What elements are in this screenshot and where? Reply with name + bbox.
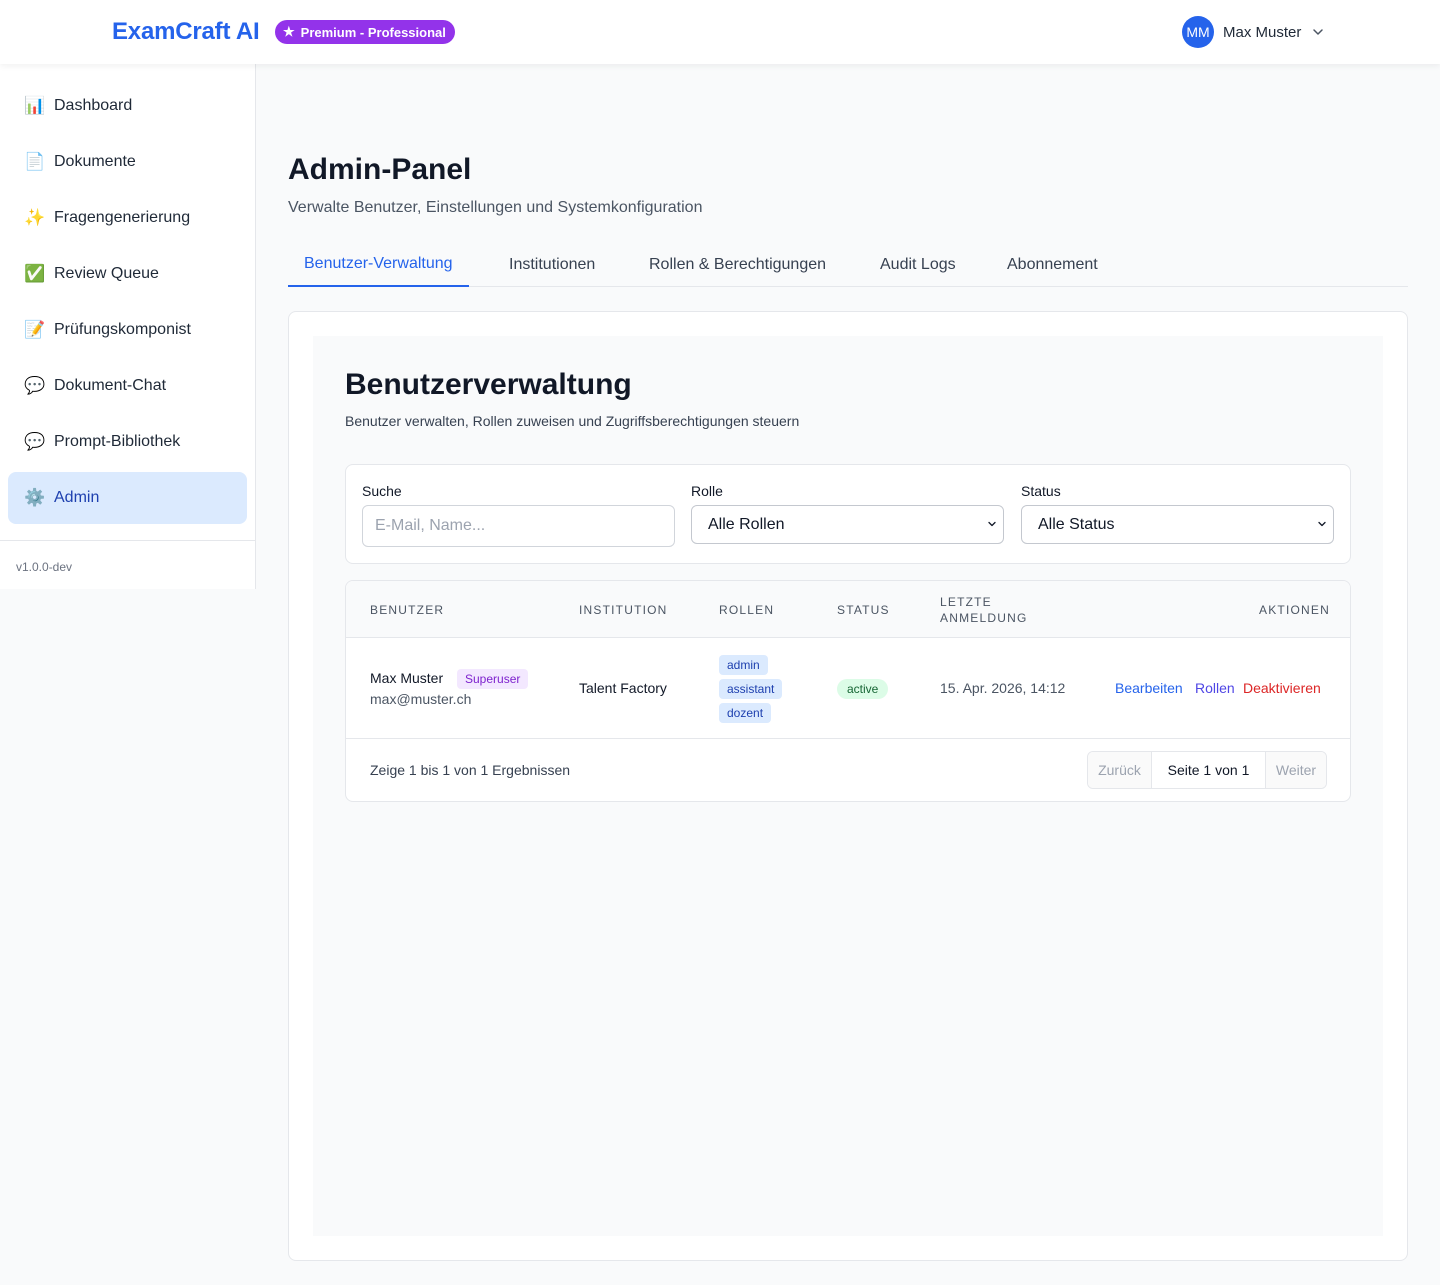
chevron-down-icon [988, 521, 996, 527]
sidebar-item-prompt-bibliothek[interactable]: 💬 Prompt-Bibliothek [8, 416, 247, 468]
sidebar-item-label: Prompt-Bibliothek [54, 433, 181, 450]
sidebar-item-label: Admin [54, 489, 100, 506]
sidebar-item-label: Dokumente [54, 153, 136, 170]
sidebar-item-dashboard[interactable]: 📊 Dashboard [8, 80, 247, 132]
plan-badge: ★ Premium - Professional [275, 20, 455, 44]
pagination-next-button[interactable]: Weiter [1266, 752, 1326, 788]
speech-bubble-icon: 💬 [24, 376, 46, 395]
sidebar-item-label: Prüfungskomponist [54, 321, 191, 338]
check-mark-icon: ✅ [24, 264, 46, 283]
column-header-status: Status [837, 603, 890, 617]
column-header-last-login-line2: Anmeldung [940, 611, 1028, 625]
pagination-current-page: Seite 1 von 1 [1151, 752, 1266, 788]
table-header: Benutzer Institution Rollen Status Letzt… [346, 581, 1350, 638]
sidebar-item-label: Review Queue [54, 265, 159, 282]
gear-icon: ⚙️ [24, 488, 46, 507]
role-filter-select[interactable]: Alle Rollen [691, 505, 1004, 544]
column-header-last-login: Letzte Anmeldung [940, 594, 1027, 626]
users-table: Benutzer Institution Rollen Status Letzt… [345, 580, 1351, 802]
pagination: Zurück Seite 1 von 1 Weiter [1087, 751, 1327, 789]
sidebar-item-pruefungskomponist[interactable]: 📝 Prüfungskomponist [8, 304, 247, 356]
tab-abonnement[interactable]: Abonnement [1007, 255, 1098, 273]
user-name-cell: Max Muster [370, 670, 444, 686]
sparkles-icon: ✨ [24, 208, 46, 227]
role-badge-dozent: dozent [719, 703, 772, 723]
user-menu-button[interactable]: MM Max Muster [1182, 16, 1326, 48]
chevron-down-icon [1318, 521, 1326, 527]
document-icon: 📄 [24, 152, 46, 171]
institution-cell: Talent Factory [579, 680, 667, 696]
sidebar-divider [0, 540, 255, 541]
app-version: v1.0.0-dev [16, 560, 73, 574]
role-badge-admin: admin [719, 655, 768, 675]
chevron-down-icon [1313, 29, 1324, 35]
tab-rollen-berechtigungen[interactable]: Rollen & Berechtigungen [649, 255, 827, 273]
column-header-user: Benutzer [370, 603, 445, 617]
star-icon: ★ [283, 24, 295, 39]
page-title: Admin-Panel [288, 153, 472, 186]
tab-benutzer-verwaltung[interactable]: Benutzer-Verwaltung [288, 242, 469, 287]
pagination-summary: Zeige 1 bis 1 von 1 Ergebnissen [370, 762, 571, 778]
column-header-institution: Institution [579, 603, 668, 617]
bar-chart-icon: 📊 [24, 96, 46, 115]
edit-user-link[interactable]: Bearbeiten [1115, 680, 1183, 696]
admin-tabs: Benutzer-Verwaltung Institutionen Rollen… [288, 242, 1408, 287]
sidebar-item-label: Dashboard [54, 97, 133, 114]
table-footer-divider [346, 738, 1350, 739]
superuser-badge: Superuser [457, 669, 529, 689]
search-input[interactable] [362, 505, 675, 547]
sidebar-item-dokumente[interactable]: 📄 Dokumente [8, 136, 247, 188]
column-header-last-login-line1: Letzte [940, 595, 992, 609]
plan-badge-label: Premium - Professional [300, 24, 446, 40]
section-title: Benutzerverwaltung [345, 368, 632, 401]
user-name: Max Muster [1223, 23, 1302, 41]
role-badge-assistant: assistant [719, 679, 783, 699]
search-label: Suche [362, 483, 402, 499]
column-header-actions: Aktionen [1259, 603, 1330, 617]
tab-institutionen[interactable]: Institutionen [509, 255, 596, 273]
deactivate-user-link[interactable]: Deaktivieren [1243, 680, 1321, 696]
sidebar-item-dokument-chat[interactable]: 💬 Dokument-Chat [8, 360, 247, 412]
role-filter-label: Rolle [691, 483, 723, 499]
status-badge: active [837, 679, 889, 699]
top-header: ExamCraft AI ★ Premium - Professional MM… [0, 0, 1440, 64]
app-logo[interactable]: ExamCraft AI [112, 18, 260, 45]
avatar: MM [1182, 16, 1214, 48]
status-filter-label: Status [1021, 483, 1061, 499]
manage-roles-link[interactable]: Rollen [1195, 680, 1235, 696]
page-subtitle: Verwalte Benutzer, Einstellungen und Sys… [288, 199, 703, 216]
user-email-cell: max@muster.ch [370, 691, 472, 707]
sidebar-item-fragengenerierung[interactable]: ✨ Fragengenerierung [8, 192, 247, 244]
status-filter-value: Alle Status [1038, 515, 1115, 533]
sidebar-item-review-queue[interactable]: ✅ Review Queue [8, 248, 247, 300]
sidebar-item-label: Fragengenerierung [54, 209, 191, 226]
sidebar-item-admin[interactable]: ⚙️ Admin [8, 472, 247, 524]
speech-bubble-icon: 💬 [24, 432, 46, 451]
status-filter-select[interactable]: Alle Status [1021, 505, 1334, 544]
sidebar: 📊 Dashboard 📄 Dokumente ✨ Fragengenerier… [0, 64, 256, 589]
column-header-roles: Rollen [719, 603, 775, 617]
tab-audit-logs[interactable]: Audit Logs [880, 255, 956, 273]
role-filter-value: Alle Rollen [708, 515, 785, 533]
last-login-cell: 15. Apr. 2026, 14:12 [940, 680, 1066, 696]
memo-icon: 📝 [24, 320, 46, 339]
section-subtitle: Benutzer verwalten, Rollen zuweisen und … [345, 413, 800, 429]
sidebar-item-label: Dokument-Chat [54, 377, 167, 394]
pagination-prev-button[interactable]: Zurück [1088, 752, 1151, 788]
